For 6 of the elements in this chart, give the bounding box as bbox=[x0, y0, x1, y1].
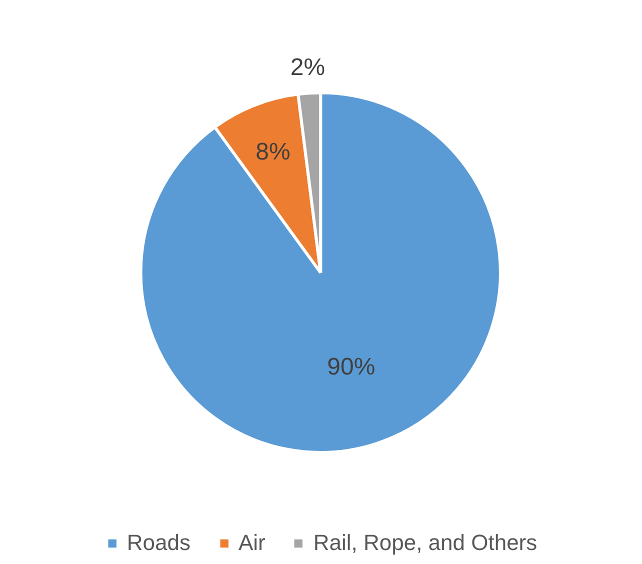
legend-label: Air bbox=[238, 530, 266, 556]
data-label: 90% bbox=[327, 353, 376, 380]
legend-label: Rail, Rope, and Others bbox=[313, 530, 538, 556]
data-label: 2% bbox=[290, 54, 326, 82]
data-label: 8% bbox=[256, 138, 290, 166]
legend-label: Roads bbox=[126, 530, 190, 556]
